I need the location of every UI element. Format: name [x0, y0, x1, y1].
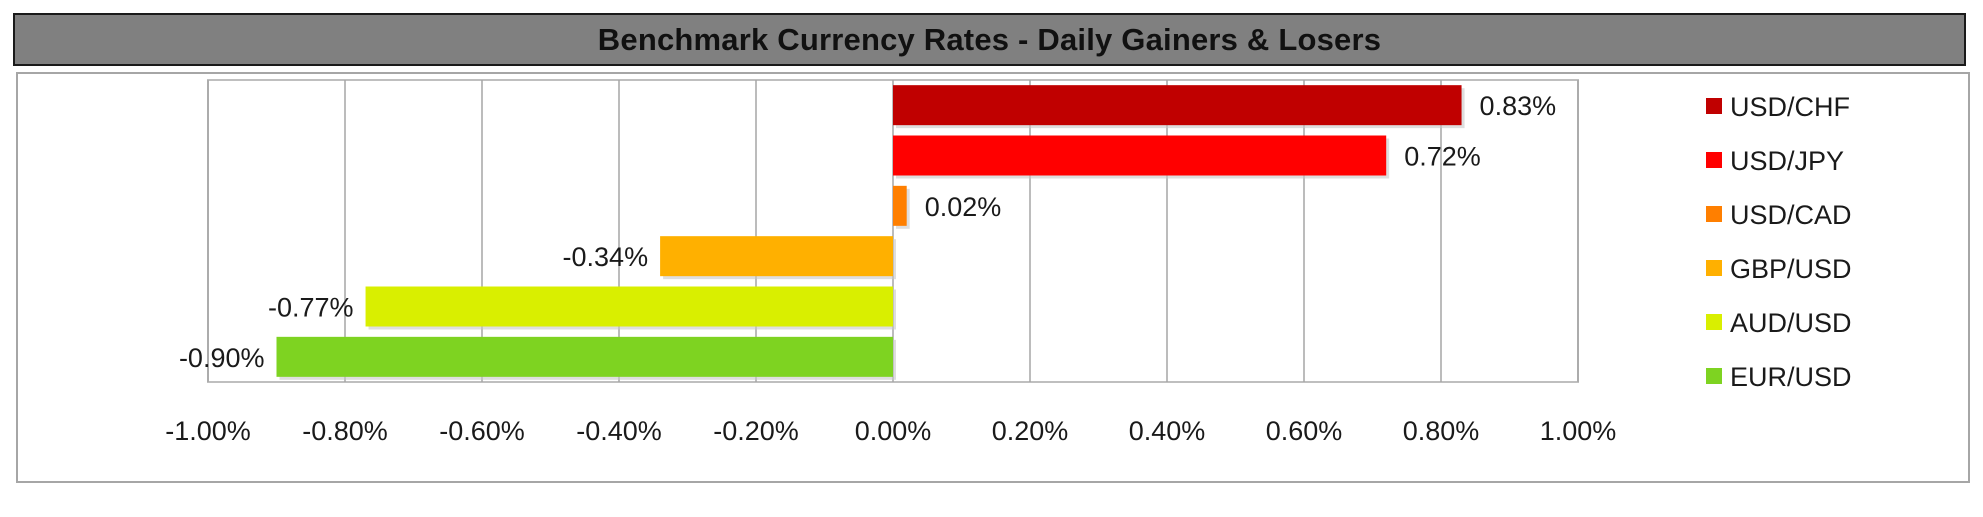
legend-label: AUD/USD: [1730, 308, 1852, 338]
legend-swatch: [1706, 260, 1722, 276]
x-tick-label: -0.60%: [439, 416, 525, 446]
legend-label: EUR/USD: [1730, 362, 1852, 392]
x-tick-label: 0.00%: [855, 416, 932, 446]
chart-title: Benchmark Currency Rates - Daily Gainers…: [597, 21, 1382, 57]
x-tick-label: 0.80%: [1403, 416, 1480, 446]
legend-swatch: [1706, 206, 1722, 222]
x-tick-label: 1.00%: [1540, 416, 1617, 446]
x-tick-label: 0.20%: [992, 416, 1069, 446]
data-label: -0.90%: [179, 343, 265, 373]
legend-label: USD/CAD: [1730, 200, 1852, 230]
bar-usd-jpy: [893, 135, 1387, 176]
data-label: -0.34%: [563, 242, 649, 272]
data-label: 0.02%: [925, 192, 1002, 222]
bar-gbp-usd: [660, 236, 893, 277]
legend-label: GBP/USD: [1730, 254, 1852, 284]
legend-swatch: [1706, 152, 1722, 168]
legend-swatch: [1706, 368, 1722, 384]
x-tick-label: -1.00%: [165, 416, 251, 446]
legend-label: USD/JPY: [1730, 146, 1844, 176]
bar-usd-chf: [893, 85, 1462, 126]
x-tick-label: -0.80%: [302, 416, 388, 446]
legend-label: USD/CHF: [1730, 92, 1850, 122]
bar-eur-usd: [276, 336, 893, 377]
bar-aud-usd: [365, 286, 893, 327]
data-label: 0.83%: [1480, 91, 1557, 121]
bar-usd-cad: [893, 185, 907, 226]
x-tick-label: -0.40%: [576, 416, 662, 446]
chart-title-bar: Benchmark Currency Rates - Daily Gainers…: [13, 13, 1966, 66]
data-label: 0.72%: [1404, 142, 1481, 172]
x-tick-label: 0.40%: [1129, 416, 1206, 446]
x-tick-label: -0.20%: [713, 416, 799, 446]
legend-swatch: [1706, 314, 1722, 330]
legend-swatch: [1706, 98, 1722, 114]
x-tick-label: 0.60%: [1266, 416, 1343, 446]
data-label: -0.77%: [268, 293, 354, 323]
